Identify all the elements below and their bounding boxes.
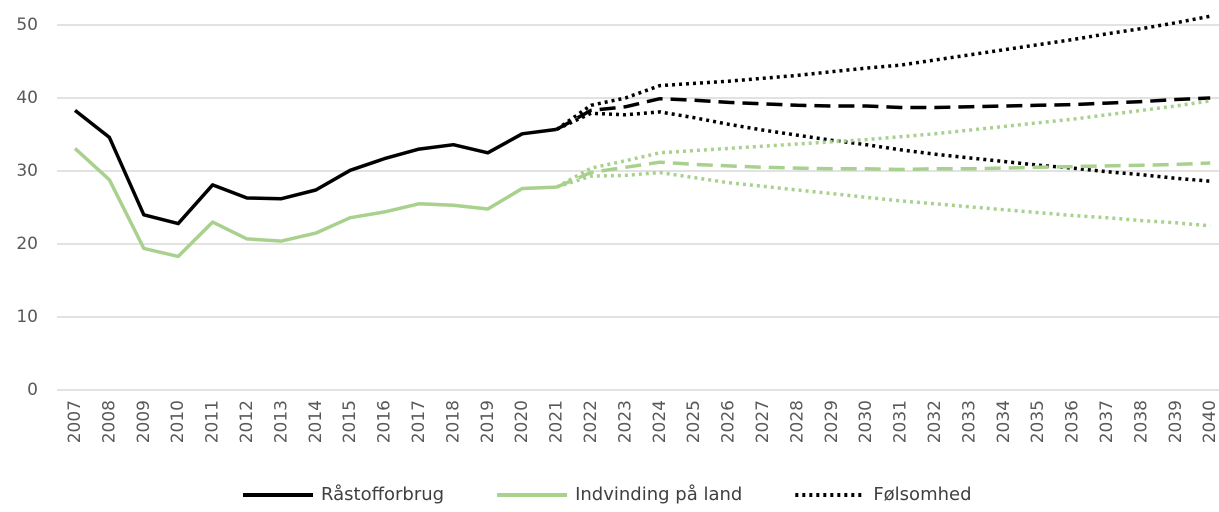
x-tick-label: 2015 xyxy=(340,400,360,443)
x-tick-label: 2023 xyxy=(615,400,635,443)
y-tick-label: 30 xyxy=(16,161,38,181)
y-tick-label: 40 xyxy=(16,88,38,108)
x-tick-label: 2035 xyxy=(1028,400,1048,443)
series-line xyxy=(73,109,557,226)
legend-label: Indvinding på land xyxy=(575,484,742,505)
y-tick-label: 0 xyxy=(27,380,38,400)
x-tick-label: 2026 xyxy=(719,400,739,443)
x-tick-label: 2014 xyxy=(306,400,326,443)
x-tick-label: 2039 xyxy=(1166,400,1186,443)
series-line xyxy=(556,170,1211,228)
x-tick-label: 2008 xyxy=(99,400,119,443)
x-tick-label: 2007 xyxy=(65,400,85,443)
x-tick-label: 2012 xyxy=(237,400,257,443)
x-tick-label: 2021 xyxy=(547,400,567,443)
x-tick-label: 2017 xyxy=(409,400,429,443)
series-line xyxy=(73,147,557,259)
x-tick-label: 2029 xyxy=(822,400,842,443)
y-tick-label: 10 xyxy=(16,307,38,327)
x-tick-label: 2033 xyxy=(959,400,979,443)
y-tick-label: 50 xyxy=(16,15,38,35)
legend-label: Råstofforbrug xyxy=(321,484,444,505)
x-tick-label: 2009 xyxy=(134,400,154,443)
y-tick-label: 20 xyxy=(16,234,38,254)
x-tick-label: 2028 xyxy=(787,400,807,443)
x-tick-label: 2011 xyxy=(203,400,223,443)
x-tick-label: 2027 xyxy=(753,400,773,443)
series-line xyxy=(555,14,1211,131)
x-tick-label: 2016 xyxy=(375,400,395,443)
x-tick-label: 2018 xyxy=(443,400,463,443)
x-tick-label: 2030 xyxy=(856,400,876,443)
x-tick-label: 2020 xyxy=(512,400,532,443)
x-tick-label: 2032 xyxy=(925,400,945,443)
x-tick-label: 2024 xyxy=(650,400,670,443)
x-tick-label: 2036 xyxy=(1063,400,1083,443)
series-line xyxy=(555,96,1211,131)
x-tick-label: 2040 xyxy=(1200,400,1219,443)
series-line xyxy=(555,110,1211,183)
x-tick-label: 2034 xyxy=(994,400,1014,443)
x-tick-label: 2038 xyxy=(1131,400,1151,443)
x-tick-label: 2037 xyxy=(1097,400,1117,443)
x-tick-label: 2013 xyxy=(271,400,291,443)
x-tick-label: 2022 xyxy=(581,400,601,443)
x-tick-label: 2019 xyxy=(478,400,498,443)
x-tick-label: 2025 xyxy=(684,400,704,443)
legend-label: Følsomhed xyxy=(873,484,971,505)
x-tick-label: 2031 xyxy=(891,400,911,443)
x-tick-label: 2010 xyxy=(168,400,188,443)
